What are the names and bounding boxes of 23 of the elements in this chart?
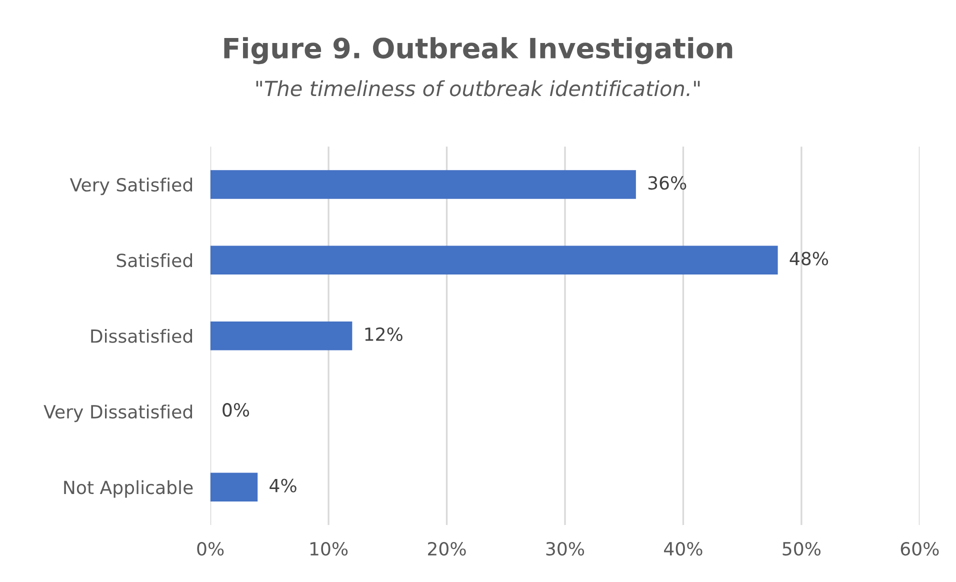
chart-title: Figure 9. Outbreak Investigation (224, 37, 732, 64)
y-tick-label: Very Satisfied (70, 178, 192, 196)
bar (210, 170, 636, 199)
x-tick-label: 50% (782, 542, 821, 556)
data-label: 36% (648, 176, 686, 190)
y-tick-label: Dissatisfied (91, 328, 192, 343)
x-tick-label: 40% (664, 542, 702, 556)
bar (210, 246, 778, 275)
chart-subtitle: "The timeliness of outbreak identification." (256, 80, 700, 96)
x-tick-label: 10% (310, 542, 348, 556)
bar (210, 472, 258, 502)
y-tick-label: Very Dissatisfied (44, 404, 192, 422)
data-label: 12% (365, 327, 402, 342)
x-tick-label: 30% (546, 542, 584, 556)
y-tick-label: Not Applicable (64, 480, 193, 498)
x-tick-label: 60% (900, 542, 939, 556)
x-tick-label: 20% (428, 542, 466, 556)
data-label: 48% (790, 252, 828, 266)
y-tick-label: Satisfied (116, 253, 192, 268)
x-tick-label: 0% (197, 542, 224, 556)
data-label: 4% (270, 478, 296, 492)
bar (210, 321, 352, 350)
data-label: 0% (222, 403, 250, 417)
